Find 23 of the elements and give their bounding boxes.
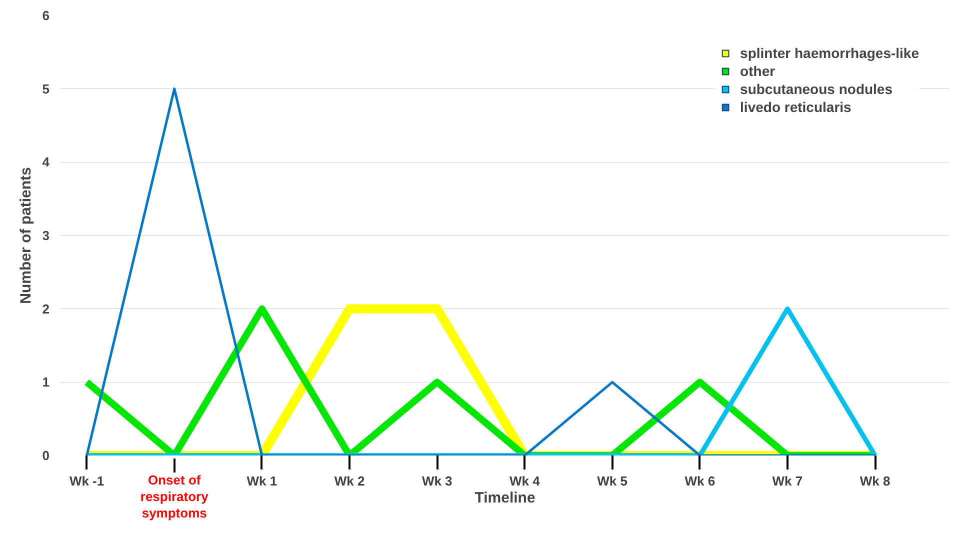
legend-label: splinter haemorrhages-like [740,45,919,61]
y-axis-title: Number of patients [17,167,34,304]
x-tick-label: Wk -1 [69,474,104,488]
x-tick-label: Onset of respiratory symptoms [140,472,210,520]
y-tick-label: 6 [42,8,50,23]
x-tick-label: Wk 5 [597,474,628,488]
y-tick-label: 1 [42,374,50,390]
x-tick-label: Wk 8 [860,474,890,488]
x-tick-label: Wk 2 [334,474,365,488]
y-tick-label: 0 [42,448,50,463]
legend-label: subcutaneous nodules [740,81,893,97]
x-tick-label: Wk 1 [246,474,278,488]
legend-label: other [740,63,776,79]
x-tick-label: Wk 3 [422,474,452,488]
y-tick-label: 4 [42,154,50,170]
y-tick-label: 3 [42,228,50,243]
x-tick-label: Wk 4 [510,474,541,488]
x-tick-label: Wk 6 [684,474,716,488]
y-tick-label: 2 [42,301,50,316]
legend-label: livedo reticularis [740,99,852,115]
x-tick-label: Wk 7 [772,474,803,488]
y-tick-label: 5 [42,81,50,96]
x-axis-title: Timeline [474,490,536,506]
